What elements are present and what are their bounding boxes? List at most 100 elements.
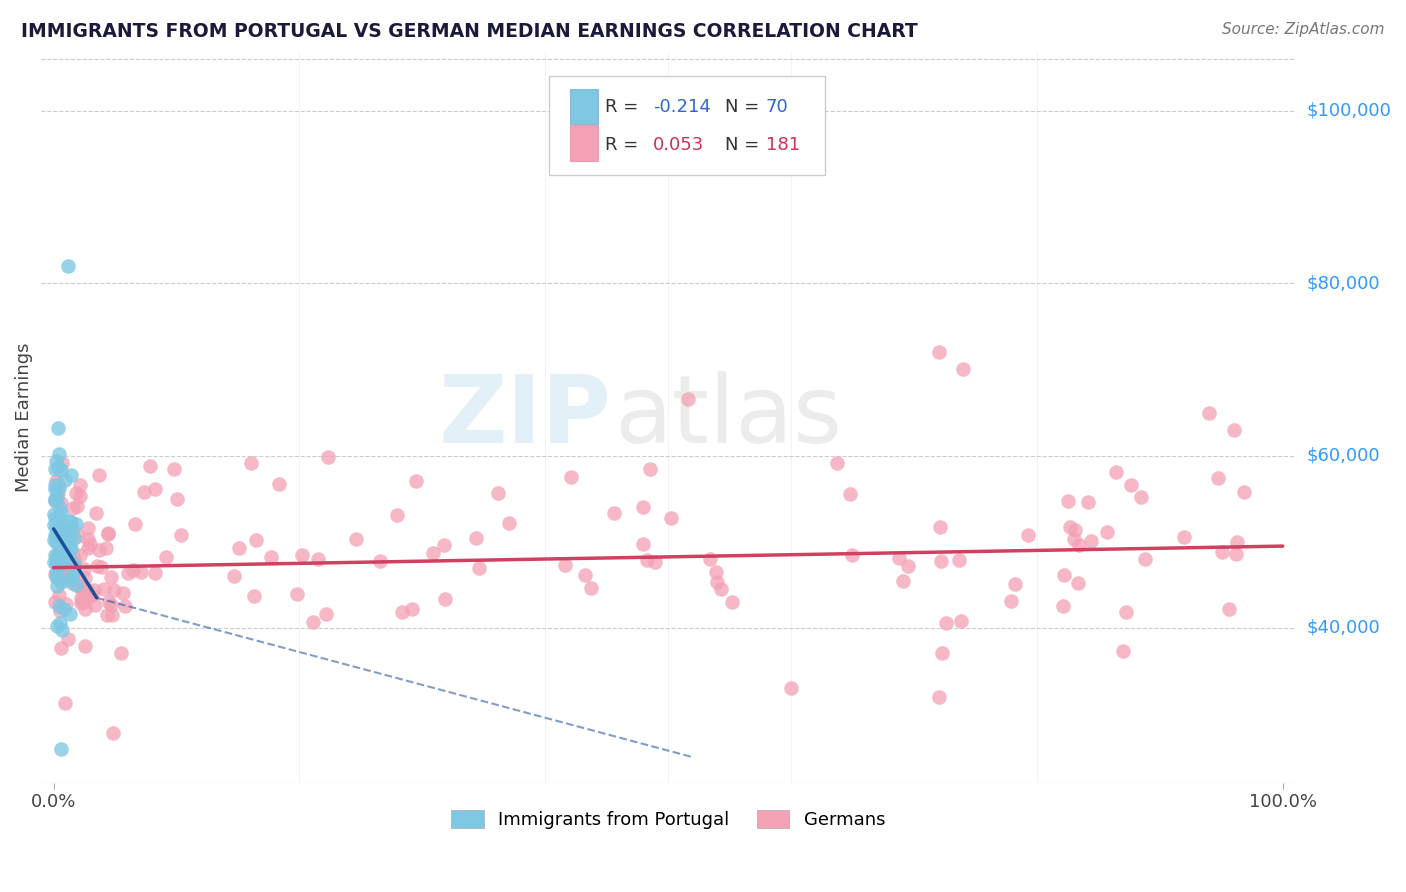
Point [889,550,911,565]
Point [59,468,82,483]
Point [44,548,66,562]
Point [661,510,683,524]
Point [52,555,75,569]
Point [44,566,66,581]
Point [51,463,73,477]
Point [45,619,67,633]
Point [1225,547,1247,561]
Point [48,574,70,588]
Point [59,515,82,529]
Point [46,526,69,541]
Point [1206,471,1229,485]
Point [48,513,70,527]
Point [58,514,80,528]
Point [80,588,103,602]
Point [45,474,67,488]
Point [385,508,408,522]
Point [166,491,188,506]
Point [63,555,86,569]
Point [65,516,87,531]
Point [51,549,73,563]
Point [62,564,84,578]
Point [45,490,67,504]
Point [1133,552,1156,566]
Point [44,492,66,507]
Point [55,473,77,487]
Point [468,560,491,574]
Text: 181: 181 [766,136,800,154]
Point [574,567,596,582]
Point [67,528,90,542]
Point [49,640,72,655]
Point [45,566,67,580]
Point [839,487,862,501]
Point [62,548,84,562]
Point [45,570,67,584]
Point [73,572,96,586]
Point [928,690,950,704]
Point [488,485,510,500]
Point [83,598,105,612]
Point [60,569,83,583]
Point [65,577,87,591]
Point [143,566,166,580]
Point [129,565,152,579]
Point [132,485,155,500]
Point [59,522,82,536]
Point [243,589,266,603]
Point [269,477,291,491]
Point [49,507,72,521]
Point [401,602,423,616]
Point [1211,545,1233,559]
Point [76,541,98,556]
Point [49,604,72,618]
Point [44,517,66,532]
Point [704,566,727,580]
Point [291,548,314,562]
Point [710,582,733,596]
Point [58,549,80,564]
Point [44,494,66,508]
Point [75,601,97,615]
Point [163,461,186,475]
Point [58,259,80,273]
Point [170,528,193,542]
Point [55,597,77,611]
Point [90,560,112,574]
Text: IMMIGRANTS FROM PORTUGAL VS GERMAN MEDIAN EARNINGS CORRELATION CHART: IMMIGRANTS FROM PORTUGAL VS GERMAN MEDIA… [21,22,918,41]
Point [48,545,70,559]
Point [103,726,125,740]
Point [433,592,456,607]
Text: R =: R = [606,136,638,154]
Point [69,478,91,492]
Point [44,527,66,541]
Point [76,582,98,597]
Point [1095,524,1118,539]
Point [368,554,391,568]
Point [101,607,124,622]
Text: N =: N = [724,98,759,116]
Point [1063,532,1085,546]
Point [66,500,89,514]
Point [45,519,67,533]
Point [70,591,93,606]
Point [391,605,413,619]
Point [636,553,658,567]
Point [59,563,82,577]
Point [73,562,96,576]
Point [124,516,146,531]
Point [89,542,111,557]
Text: -0.214: -0.214 [654,98,711,116]
Point [49,559,72,574]
Point [48,589,70,603]
Point [56,573,79,587]
Point [638,462,661,476]
Point [465,531,488,545]
Point [44,477,66,491]
Point [52,601,75,615]
Point [1226,535,1249,549]
Point [1218,602,1240,616]
Point [48,447,70,461]
Point [69,548,91,562]
Point [825,456,848,470]
